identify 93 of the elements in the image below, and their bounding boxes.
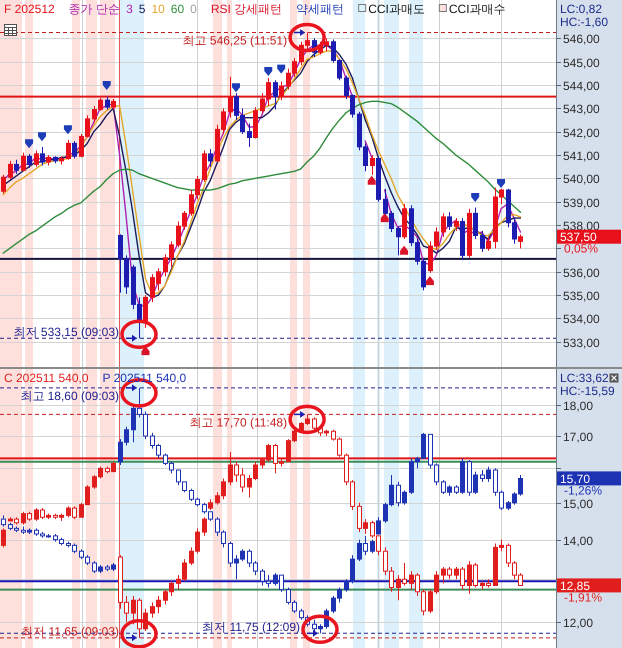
candlestick [467,208,472,258]
text: HC:-1,60 [560,15,608,29]
candlestick [273,80,278,110]
y-tick-label: 534,00 [563,312,600,326]
point [380,213,389,222]
y-tick-label: 544,00 [563,79,600,93]
candlestick [480,230,485,252]
candlestick [40,146,45,166]
text: 5 [138,2,146,16]
text: 60 [170,2,184,16]
candlestick [53,156,58,164]
point [471,193,480,202]
candlestick [460,218,465,261]
candlestick [486,236,491,252]
y-tick-label: 542,00 [563,126,600,140]
y-tick-label: 535,00 [563,289,600,303]
ref-line-label: 최저 11,75 (12:09) [202,620,300,634]
legend-label: 0 [190,2,198,16]
candlestick [247,123,252,148]
candlestick [376,516,381,534]
point [426,276,434,286]
candlestick [1,174,6,194]
annotation: CCI과매수 [448,2,506,16]
ref-line-label: 최저 533,15 (09:03) [14,324,119,339]
candlestick [208,498,213,510]
y-tick-label: 12,00 [563,616,594,630]
candlestick [8,160,13,180]
annotation: CCI과매도 [368,2,425,16]
text: -1,91% [564,590,602,604]
y-tick-label: 18,00 [563,399,594,413]
candlestick [370,154,375,176]
ref-line-label: 최저 11,65 (09:03) [21,624,120,638]
ref-line-label: 최고 546,25 (11:51) [182,34,288,48]
candlestick [202,150,207,182]
candlestick [253,106,258,140]
candlestick [376,156,381,202]
candlestick [208,148,213,168]
line-series [2,100,522,254]
text: RSI 강세패턴 [210,2,282,16]
y-tick-label: 15,00 [563,497,594,511]
candlestick [396,226,401,256]
candlestick [59,156,64,165]
candlestick [473,207,478,240]
y-tick-label: 540,00 [563,172,600,186]
candlestick [46,154,51,166]
candlestick [72,140,77,160]
point [368,176,376,185]
text: F 202512 [4,2,55,16]
point [264,67,272,76]
y-tick-label: 17,00 [563,430,594,444]
point [232,83,240,92]
candlestick [312,416,317,430]
text: 3 [126,2,133,16]
point [64,125,72,134]
candlestick [1,514,6,527]
candlestick [34,150,39,168]
candlestick [1,528,6,548]
point [277,64,286,74]
candlestick [402,204,407,240]
y-tick-label: 541,00 [563,149,600,163]
candlestick [105,96,110,110]
text: 약세패턴 [296,2,344,16]
candlestick [27,153,32,168]
candlestick [14,159,19,174]
candlestick [370,539,375,554]
point [497,179,505,188]
text: LC:0,82 [560,2,602,16]
y-tick-label: 545,00 [563,56,600,70]
candlestick [441,212,446,238]
y-tick-label: 539,00 [563,196,600,210]
candlestick [143,294,148,328]
y-tick-label: 14,00 [563,534,594,548]
y-tick-label: 543,00 [563,102,600,116]
y-tick-label: 546,00 [563,32,600,46]
candlestick [202,516,207,536]
text: -1,26% [564,483,602,498]
text: LC:33,62 [560,371,610,385]
point [38,132,46,142]
y-tick-label: 536,00 [563,266,600,280]
point [400,246,408,255]
ref-line-label: 최고 18,60 (09:03) [20,388,120,403]
candlestick [66,139,71,160]
candlestick [518,234,523,249]
y-tick-label: 533,00 [563,336,600,350]
text: HC:-15,59 [560,384,616,398]
point [25,139,34,148]
candlestick [447,212,452,230]
text: 10 [151,2,165,16]
candlestick [21,152,26,172]
candlestick [454,218,459,232]
text: 0,05% [564,242,598,256]
ref-line-label: 최고 17,70 (11:48) [189,415,288,430]
point [102,81,111,90]
